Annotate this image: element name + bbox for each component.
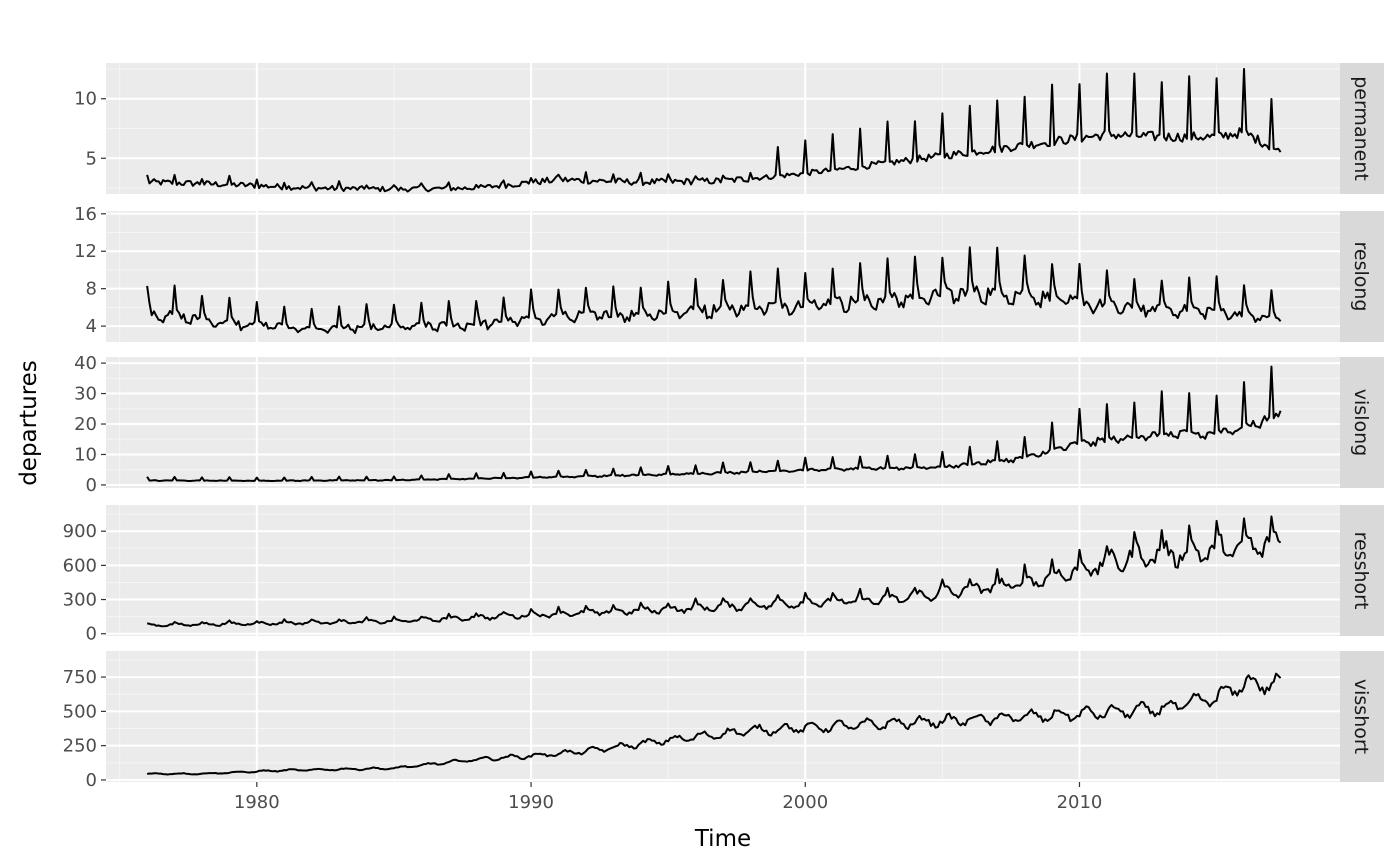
facet-strip-label: permanent [1350,76,1372,181]
x-tick-label: 1980 [234,792,280,813]
facet-strip [1340,63,1384,194]
y-tick-label: 0 [86,770,97,791]
y-tick-label: 250 [63,736,97,757]
y-tick-label: 20 [74,414,97,435]
panel-background [106,357,1340,488]
y-tick-label: 8 [86,279,97,300]
series-line-resshort [146,515,1282,628]
y-tick-label: 4 [86,316,97,337]
panel-permanent: 5 10 permanent [74,63,1384,194]
facet-strip [1340,651,1384,782]
facet-strip [1340,357,1384,488]
facet-strip [1340,505,1384,636]
y-tick-label: 40 [74,353,97,374]
y-tick-label: 900 [63,521,97,542]
facet-strip-label: resshort [1350,532,1372,610]
y-tick-label: 750 [63,667,97,688]
x-tick-label: 1990 [508,792,554,813]
panel-background [106,211,1340,342]
y-tick-label: 10 [74,444,97,465]
series-line-reslong [146,246,1282,335]
facet-strip-label: visshort [1350,679,1372,754]
panel-reslong: 4 8 12 16 reslong [74,204,1384,342]
y-axis-title: departures [16,360,42,486]
panel-visshort: 0 250 500 750 visshort [63,651,1384,791]
series-line-vislong [146,365,1282,483]
y-tick-label: 16 [74,204,97,225]
series-line-visshort [146,672,1282,776]
series-line-permanent [146,67,1282,193]
x-axis: 1980 1990 2000 2010 [234,782,1102,813]
y-tick-label: 5 [86,148,97,169]
x-axis-title: Time [694,826,751,852]
panel-background [106,505,1340,636]
x-tick-label: 2000 [782,792,828,813]
panel-resshort: 0 300 600 900 resshort [63,505,1384,645]
y-tick-label: 10 [74,89,97,110]
facet-strip [1340,211,1384,342]
y-tick-label: 0 [86,624,97,645]
facet-panels: 5 10 permanent 4 8 12 16 reslong 0 10 20 30 40 vislon… [63,63,1384,791]
x-tick-label: 2010 [1057,792,1103,813]
y-tick-label: 600 [63,555,97,576]
y-tick-label: 0 [86,475,97,496]
facet-strip-label: vislong [1350,389,1372,456]
y-tick-label: 300 [63,590,97,611]
facet-strip-label: reslong [1350,242,1372,312]
y-tick-label: 30 [74,384,97,405]
y-tick-label: 500 [63,701,97,722]
y-tick-label: 12 [74,241,97,262]
panel-background [106,651,1340,782]
panel-vislong: 0 10 20 30 40 vislong [74,353,1384,496]
